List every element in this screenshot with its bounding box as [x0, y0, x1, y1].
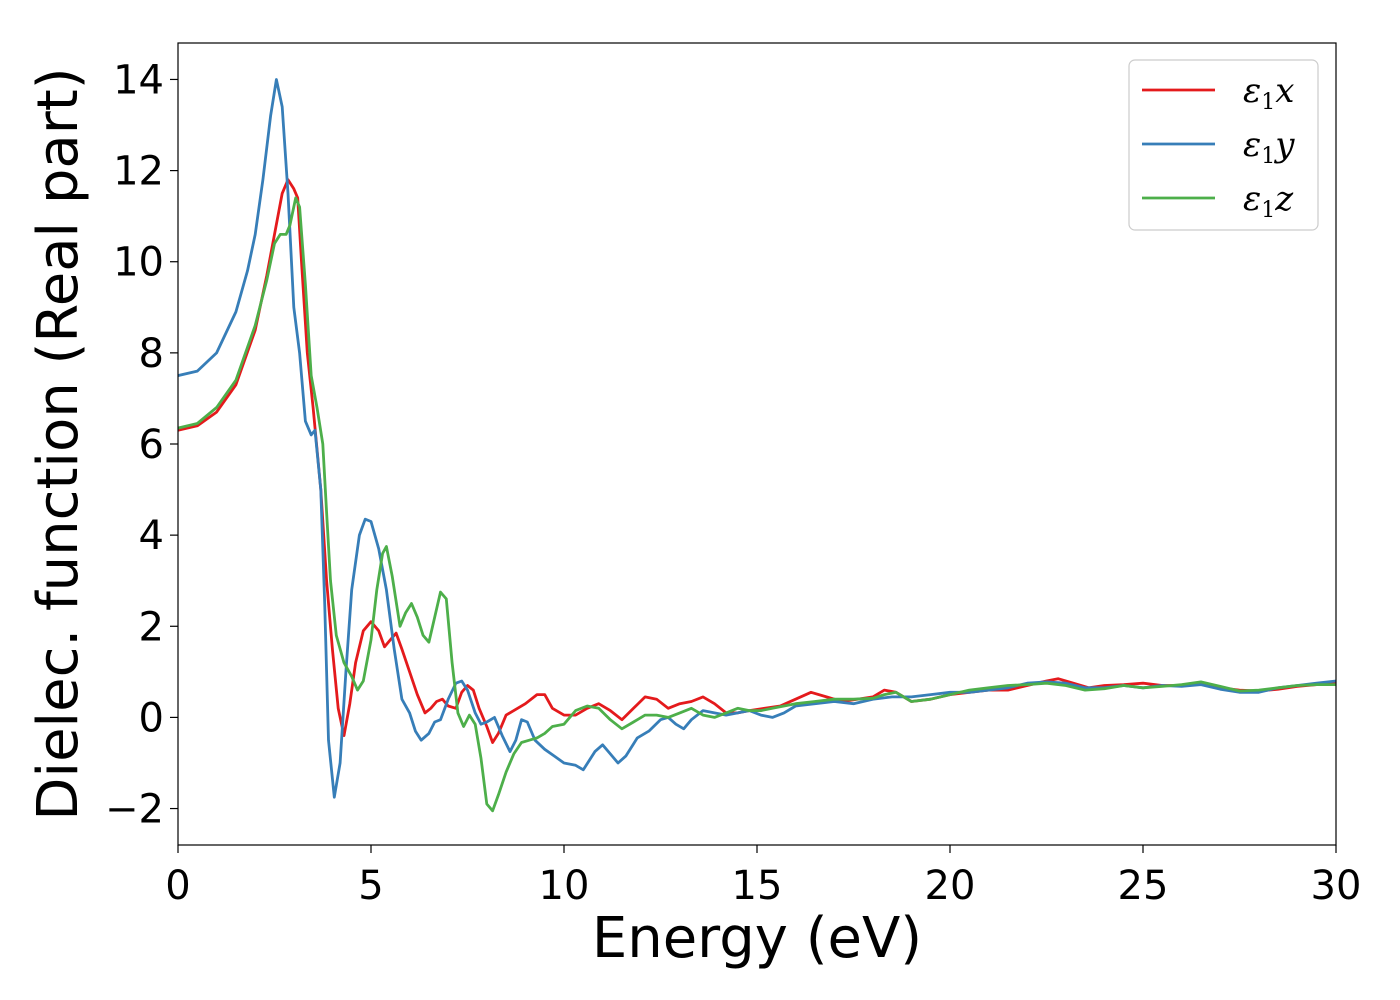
y-tick-label: 4	[139, 513, 164, 559]
legend: ε1x ε1y ε1z	[1128, 59, 1319, 231]
x-tick-label: 5	[358, 863, 383, 909]
legend-label-z: ε1z	[1243, 179, 1294, 223]
y-tick-label: 12	[113, 149, 164, 195]
x-tick-label: 0	[165, 863, 190, 909]
legend-box	[1128, 59, 1319, 231]
y-tick-label: 2	[139, 604, 164, 650]
series-layer	[178, 78, 1336, 813]
legend-label-y: ε1y	[1243, 125, 1295, 169]
x-tick-label: 30	[1311, 863, 1362, 909]
series-line-x	[178, 178, 1336, 744]
y-tick-label: 8	[139, 331, 164, 377]
x-tick-label: 25	[1118, 863, 1169, 909]
x-tick-label: 15	[732, 863, 783, 909]
y-tick-label: 6	[139, 422, 164, 468]
x-tick-label: 20	[925, 863, 976, 909]
series-line-z	[178, 196, 1336, 813]
series-line-y	[178, 78, 1336, 799]
x-axis-label: Energy (eV)	[592, 906, 922, 971]
y-tick-label: 0	[139, 695, 164, 741]
y-tick-label: 10	[113, 240, 164, 286]
y-tick-label: 14	[113, 57, 164, 103]
x-tick-label: 10	[539, 863, 590, 909]
legend-label-x: ε1x	[1243, 71, 1294, 115]
y-tick-label: −2	[105, 787, 164, 833]
y-axis-label: Dielec. function (Real part)	[26, 67, 91, 820]
